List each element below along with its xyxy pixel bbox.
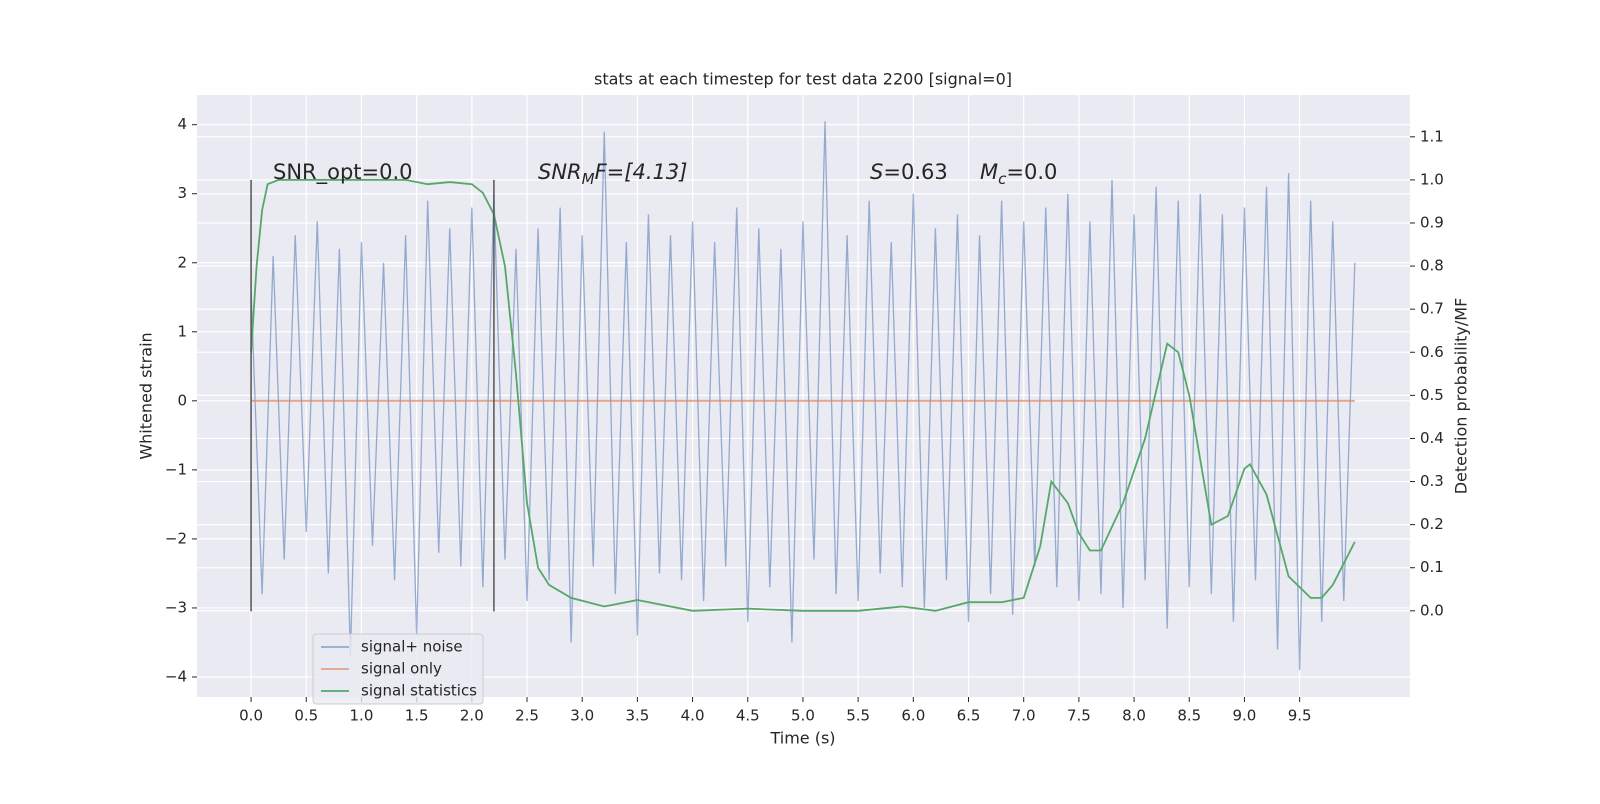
y-tick-label: −3 <box>165 598 187 616</box>
x-axis-label: Time (s) <box>769 729 835 748</box>
legend-label: signal statistics <box>361 682 477 700</box>
x-tick-label: 3.0 <box>570 707 594 725</box>
y2-tick-label: 0.2 <box>1420 515 1444 533</box>
series-line <box>250 121 1356 671</box>
x-tick-label: 0.5 <box>294 707 318 725</box>
y2-tick-label: 0.7 <box>1420 300 1444 318</box>
x-tick-label: 5.5 <box>846 707 870 725</box>
y-tick-label: −4 <box>165 667 187 685</box>
x-tick-label: 1.5 <box>405 707 429 725</box>
legend-label: signal+ noise <box>361 638 463 656</box>
x-tick-label: 3.5 <box>625 707 649 725</box>
chart-title: stats at each timestep for test data 220… <box>594 70 1012 89</box>
x-tick-label: 1.0 <box>350 707 374 725</box>
y2-axis-label: Detection probability/MF <box>1452 298 1471 495</box>
x-tick-label: 0.0 <box>239 707 263 725</box>
y-tick-label: 1 <box>177 322 187 340</box>
y-axis-label: Whitened strain <box>137 332 156 459</box>
x-tick-label: 6.5 <box>957 707 981 725</box>
y-tick-label: 0 <box>177 391 187 409</box>
y2-tick-label: 0.1 <box>1420 558 1444 576</box>
y-tick-label: −2 <box>165 529 187 547</box>
annotation: S=0.63 <box>870 160 948 184</box>
y2-tick-label: 0.0 <box>1420 601 1444 619</box>
x-tick-label: 7.0 <box>1012 707 1036 725</box>
y2-tick-label: 0.3 <box>1420 472 1444 490</box>
y2-tick-label: 0.5 <box>1420 386 1444 404</box>
x-tick-label: 7.5 <box>1067 707 1091 725</box>
annotation: SNR_opt=0.0 <box>273 160 413 185</box>
legend-box <box>312 633 484 705</box>
y2-tick-label: 0.4 <box>1420 429 1444 447</box>
x-tick-label: 2.5 <box>515 707 539 725</box>
annotation: Mc=0.0 <box>980 160 1057 188</box>
x-tick-label: 6.0 <box>901 707 925 725</box>
x-tick-label: 8.5 <box>1177 707 1201 725</box>
y2-tick-label: 1.0 <box>1420 170 1444 188</box>
y2-tick-label: 0.9 <box>1420 213 1444 231</box>
x-tick-label: 4.0 <box>681 707 705 725</box>
x-tick-label: 9.5 <box>1288 707 1312 725</box>
y-tick-label: 4 <box>177 115 187 133</box>
annotation: SNRMF=[4.13] <box>538 160 687 188</box>
legend-label: signal only <box>361 660 442 678</box>
x-tick-label: 9.0 <box>1233 707 1257 725</box>
x-tick-label: 5.0 <box>791 707 815 725</box>
x-tick-label: 8.0 <box>1122 707 1146 725</box>
x-tick-label: 4.5 <box>736 707 760 725</box>
legend: signal+ noise signal only signal statistic… <box>312 633 484 705</box>
y-tick-label: 2 <box>177 253 187 271</box>
marks <box>250 121 1356 671</box>
y-tick-label: 3 <box>177 184 187 202</box>
series-line <box>250 178 1356 612</box>
y2-tick-label: 0.8 <box>1420 257 1444 275</box>
y2-tick-label: 0.6 <box>1420 343 1444 361</box>
y2-tick-label: 1.1 <box>1420 127 1444 145</box>
y-tick-label: −1 <box>165 460 187 478</box>
x-tick-label: 2.0 <box>460 707 484 725</box>
